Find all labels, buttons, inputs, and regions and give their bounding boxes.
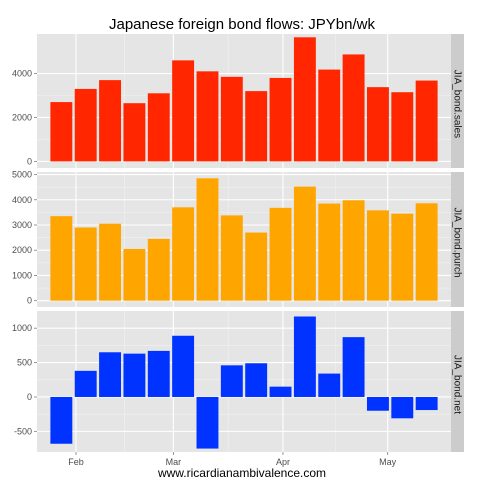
bar	[50, 396, 73, 444]
bar	[342, 337, 365, 397]
bar	[318, 203, 341, 301]
bar	[269, 77, 292, 162]
bar	[366, 210, 389, 301]
bar	[342, 54, 365, 162]
bar	[245, 363, 268, 397]
chart-caption: www.ricardianambivalence.com	[157, 466, 326, 480]
y-tick-label: 2000	[12, 245, 32, 255]
bar	[50, 216, 73, 301]
bar	[196, 71, 219, 162]
x-tick-label: Mar	[166, 457, 182, 467]
bar	[269, 207, 292, 301]
y-tick-label: 5000	[12, 170, 32, 180]
bar	[99, 352, 122, 397]
bar	[196, 396, 219, 449]
bar	[172, 335, 195, 397]
y-tick-label: 0	[27, 296, 32, 306]
bar	[245, 91, 268, 162]
bar	[391, 396, 414, 419]
bar	[147, 350, 170, 397]
facet-label: JIA_bond.net	[452, 355, 463, 414]
bar	[391, 92, 414, 162]
facet-strip	[451, 172, 464, 307]
bar	[50, 102, 73, 162]
bar	[342, 200, 365, 301]
bar	[366, 87, 389, 162]
y-tick-label: 3000	[12, 220, 32, 230]
bar	[196, 178, 219, 301]
facet-label: JIA_bond.sales	[452, 70, 463, 138]
x-tick-label: May	[379, 457, 397, 467]
bar	[415, 396, 438, 411]
bar	[293, 186, 316, 301]
bar	[99, 223, 122, 301]
bar	[245, 232, 268, 301]
bar	[123, 248, 146, 301]
y-tick-label: 0	[27, 156, 32, 166]
bar	[415, 80, 438, 162]
y-tick-label: -500	[14, 426, 32, 436]
bar	[293, 37, 316, 162]
y-tick-label: 1000	[12, 270, 32, 280]
panel-1: 0 2000 4000 JIA_bond.sales	[12, 34, 464, 168]
x-tick-label: Feb	[68, 457, 84, 467]
bar	[220, 365, 243, 397]
x-tick-label: Apr	[276, 457, 290, 467]
bar	[220, 215, 243, 301]
bar	[99, 80, 122, 162]
y-tick-label: 2000	[12, 112, 32, 122]
panel-3: -500 0 500 1000 JIA_bond.net	[12, 311, 464, 452]
facet-strip	[451, 311, 464, 452]
bar	[318, 69, 341, 162]
bar	[74, 88, 97, 162]
bar	[147, 238, 170, 301]
bar	[391, 213, 414, 301]
bar	[172, 207, 195, 301]
bar	[74, 227, 97, 301]
bar	[220, 76, 243, 162]
bar	[269, 386, 292, 397]
y-tick-label: 4000	[12, 195, 32, 205]
bar	[318, 373, 341, 397]
bar	[415, 203, 438, 301]
y-tick-label: 0	[27, 392, 32, 402]
y-tick-label: 1000	[12, 323, 32, 333]
bar	[123, 353, 146, 397]
bar	[74, 370, 97, 397]
x-axis: Feb Mar Apr May	[68, 452, 397, 467]
bar	[123, 103, 146, 162]
facet-label: JIA_bond.purch	[452, 207, 463, 277]
y-tick-label: 4000	[12, 69, 32, 79]
y-tick-label: 500	[17, 358, 32, 368]
bar	[147, 93, 170, 162]
bar	[293, 316, 316, 397]
panel-2: 0 1000 2000 3000 4000 5000 JIA_bond.purch	[12, 170, 464, 307]
bar	[172, 60, 195, 162]
bar	[366, 396, 389, 411]
facet-strip	[451, 34, 464, 168]
chart-title: Japanese foreign bond flows: JPYbn/wk	[109, 16, 375, 33]
panels-layer: 0 2000 4000 JIA_bond.sales 0 1000 2000 3000 4000…	[12, 34, 464, 452]
